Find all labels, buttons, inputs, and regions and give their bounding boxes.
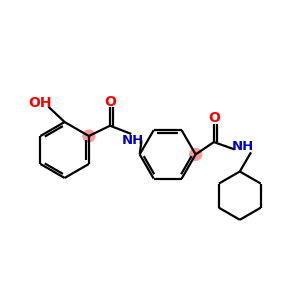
Circle shape (190, 148, 202, 160)
Text: OH: OH (28, 96, 52, 110)
Circle shape (83, 130, 95, 142)
Text: O: O (208, 111, 220, 125)
Text: NH: NH (121, 134, 143, 147)
Text: NH: NH (232, 140, 254, 153)
Text: O: O (104, 94, 116, 109)
